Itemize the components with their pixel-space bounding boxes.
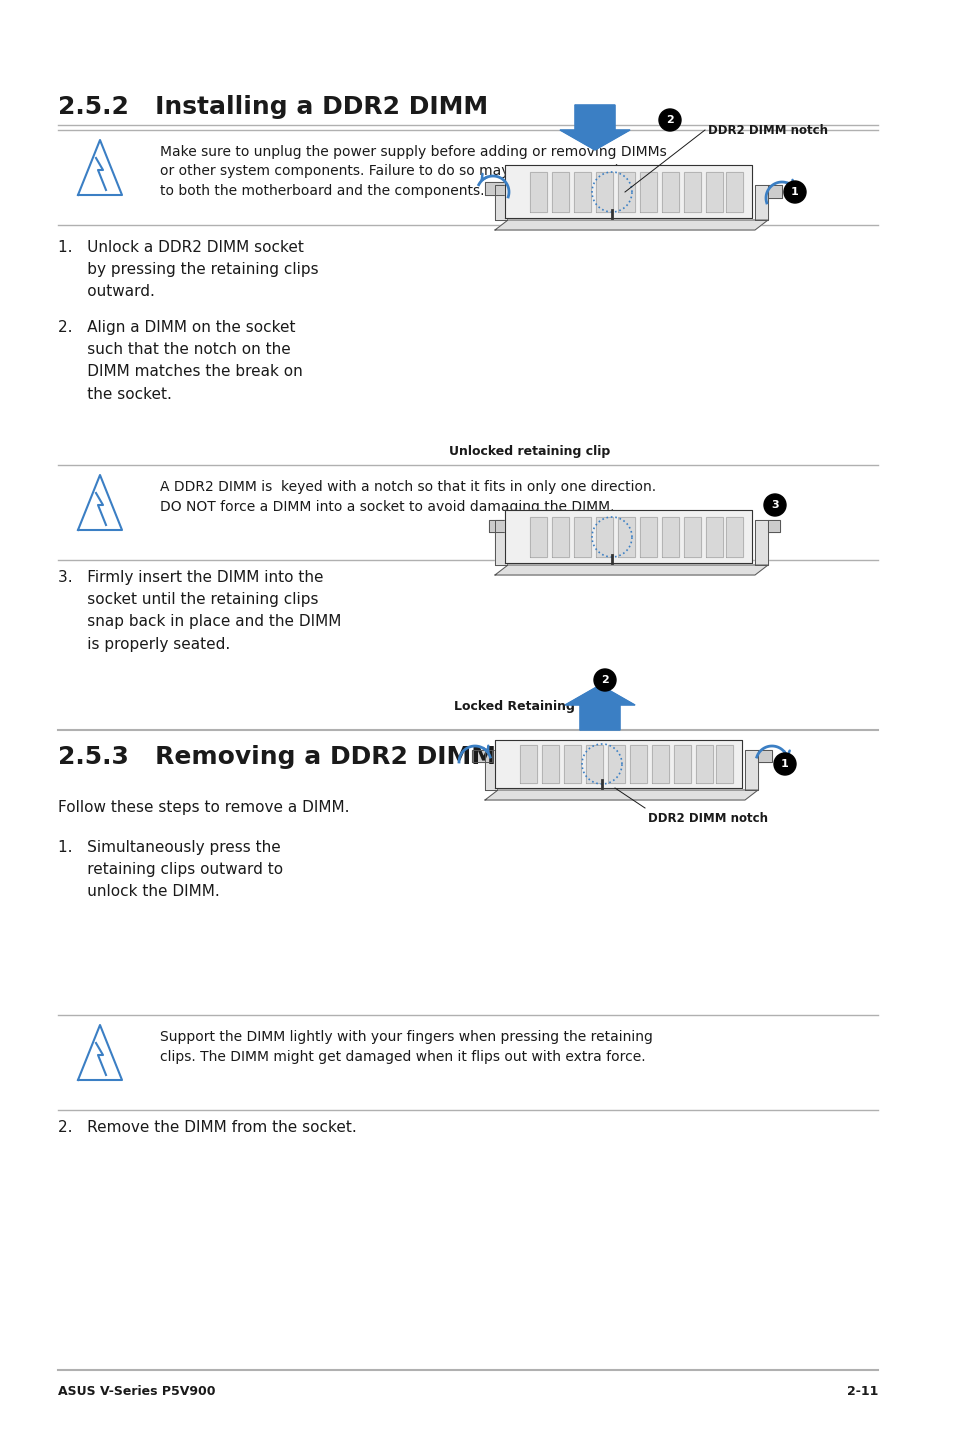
Circle shape	[783, 181, 805, 203]
Polygon shape	[639, 173, 657, 211]
Polygon shape	[618, 518, 635, 557]
Polygon shape	[683, 173, 700, 211]
Polygon shape	[495, 565, 767, 575]
Polygon shape	[596, 518, 613, 557]
Polygon shape	[530, 173, 546, 211]
Polygon shape	[725, 173, 742, 211]
Text: A DDR2 DIMM is  keyed with a notch so that it fits in only one direction.
DO NOT: A DDR2 DIMM is keyed with a notch so tha…	[160, 480, 656, 513]
Text: 2-11: 2-11	[845, 1385, 877, 1398]
Text: 2.5.2   Installing a DDR2 DIMM: 2.5.2 Installing a DDR2 DIMM	[58, 95, 488, 119]
Circle shape	[594, 669, 616, 692]
Text: Follow these steps to remove a DIMM.: Follow these steps to remove a DIMM.	[58, 800, 349, 815]
Polygon shape	[661, 518, 679, 557]
Text: Locked Retaining Clip: Locked Retaining Clip	[454, 700, 605, 713]
Circle shape	[773, 754, 795, 775]
Polygon shape	[754, 521, 767, 565]
Text: 1: 1	[781, 759, 788, 769]
Polygon shape	[639, 518, 657, 557]
Text: 2.   Remove the DIMM from the socket.: 2. Remove the DIMM from the socket.	[58, 1120, 356, 1135]
Polygon shape	[767, 186, 781, 198]
Polygon shape	[754, 186, 767, 220]
Polygon shape	[683, 518, 700, 557]
Text: DDR2 DIMM notch: DDR2 DIMM notch	[647, 812, 767, 825]
Polygon shape	[607, 745, 624, 784]
Text: 1.   Unlock a DDR2 DIMM socket
      by pressing the retaining clips
      outwa: 1. Unlock a DDR2 DIMM socket by pressing…	[58, 240, 318, 299]
Text: 3: 3	[770, 500, 778, 510]
Polygon shape	[725, 518, 742, 557]
Text: 2.   Align a DIMM on the socket
      such that the notch on the
      DIMM matc: 2. Align a DIMM on the socket such that …	[58, 321, 302, 401]
Polygon shape	[541, 745, 558, 784]
Polygon shape	[504, 165, 751, 219]
Polygon shape	[696, 745, 712, 784]
Text: 2: 2	[600, 674, 608, 684]
Polygon shape	[559, 105, 629, 150]
Circle shape	[763, 495, 785, 516]
Polygon shape	[629, 745, 646, 784]
Polygon shape	[484, 183, 504, 196]
Polygon shape	[618, 173, 635, 211]
Polygon shape	[661, 173, 679, 211]
Polygon shape	[596, 173, 613, 211]
Polygon shape	[705, 173, 722, 211]
Text: Support the DIMM lightly with your fingers when pressing the retaining
clips. Th: Support the DIMM lightly with your finge…	[160, 1030, 652, 1064]
Polygon shape	[484, 789, 758, 800]
Polygon shape	[574, 518, 590, 557]
Polygon shape	[484, 751, 497, 789]
Polygon shape	[495, 186, 506, 220]
Polygon shape	[767, 521, 780, 532]
Text: ASUS V-Series P5V900: ASUS V-Series P5V900	[58, 1385, 215, 1398]
Polygon shape	[705, 518, 722, 557]
Polygon shape	[563, 745, 580, 784]
Text: DDR2 DIMM notch: DDR2 DIMM notch	[707, 124, 827, 137]
Polygon shape	[552, 518, 568, 557]
Polygon shape	[758, 751, 771, 762]
Text: 2.5.3   Removing a DDR2 DIMM: 2.5.3 Removing a DDR2 DIMM	[58, 745, 496, 769]
Polygon shape	[489, 521, 506, 532]
Polygon shape	[495, 741, 741, 788]
Polygon shape	[673, 745, 690, 784]
Polygon shape	[530, 518, 546, 557]
Text: 1: 1	[790, 187, 798, 197]
Polygon shape	[495, 220, 767, 230]
Circle shape	[659, 109, 680, 131]
Polygon shape	[585, 745, 602, 784]
Polygon shape	[504, 510, 751, 564]
Polygon shape	[78, 475, 122, 531]
Text: Make sure to unplug the power supply before adding or removing DIMMs
or other sy: Make sure to unplug the power supply bef…	[160, 145, 666, 198]
Polygon shape	[716, 745, 732, 784]
Polygon shape	[744, 751, 758, 789]
Text: 2: 2	[665, 115, 673, 125]
Polygon shape	[564, 684, 635, 731]
Polygon shape	[495, 521, 506, 565]
Polygon shape	[519, 745, 537, 784]
Polygon shape	[472, 751, 492, 762]
Polygon shape	[78, 1025, 122, 1080]
Text: 1.   Simultaneously press the
      retaining clips outward to
      unlock the : 1. Simultaneously press the retaining cl…	[58, 840, 283, 899]
Text: Unlocked retaining clip: Unlocked retaining clip	[449, 444, 610, 457]
Polygon shape	[651, 745, 668, 784]
Text: 3.   Firmly insert the DIMM into the
      socket until the retaining clips
    : 3. Firmly insert the DIMM into the socke…	[58, 569, 341, 651]
Polygon shape	[552, 173, 568, 211]
Polygon shape	[78, 139, 122, 196]
Polygon shape	[574, 173, 590, 211]
